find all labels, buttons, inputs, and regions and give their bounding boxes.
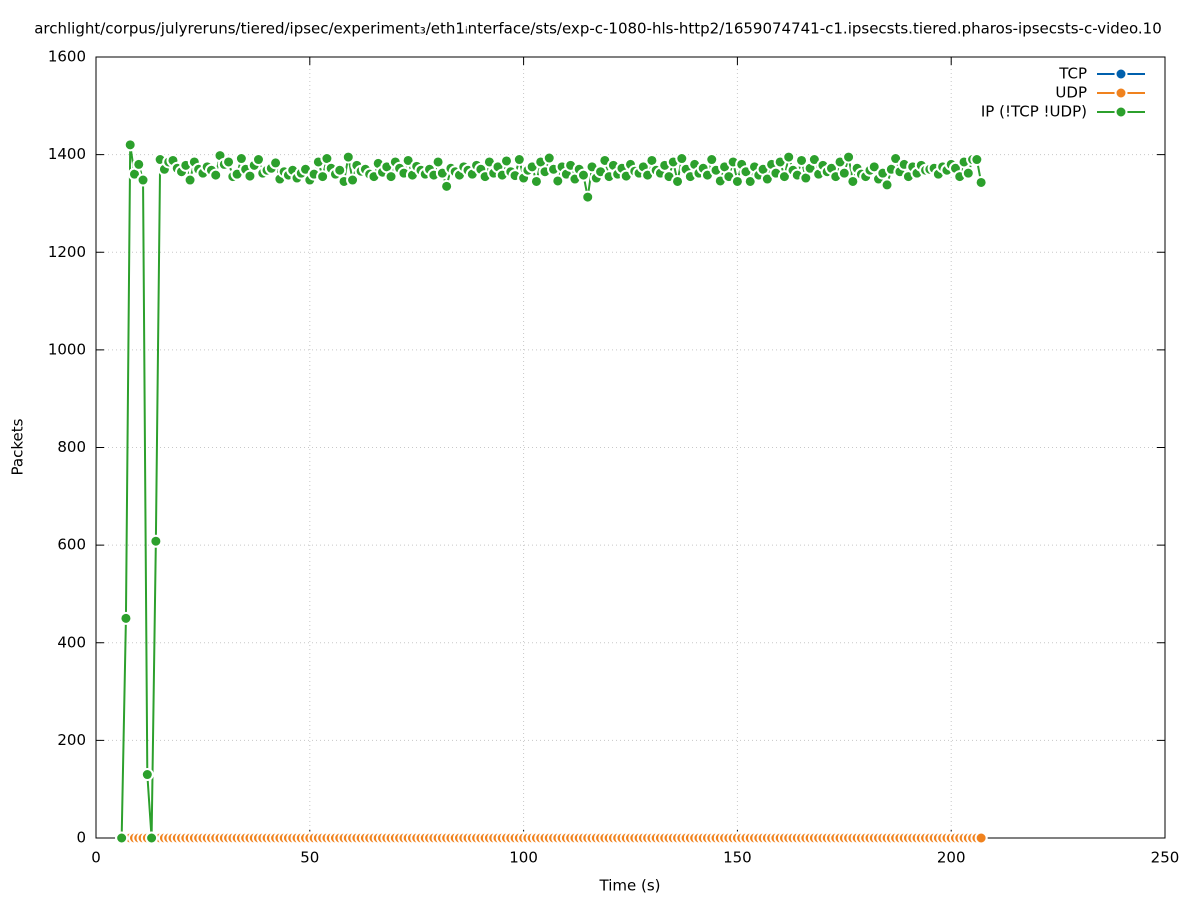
data-point	[183, 173, 197, 187]
data-point	[730, 174, 744, 188]
data-point	[132, 157, 146, 171]
data-point	[123, 138, 137, 152]
data-point	[777, 170, 791, 184]
data-point	[542, 151, 556, 165]
data-point	[316, 170, 330, 184]
data-point	[880, 178, 894, 192]
y-tick-label: 600	[57, 536, 86, 554]
data-point	[867, 160, 881, 174]
x-tick-label: 0	[91, 849, 101, 867]
y-tick-label: 1000	[48, 340, 86, 358]
series-line	[120, 144, 983, 839]
x-tick-label: 200	[937, 849, 966, 867]
data-point	[671, 174, 685, 188]
y-tick-label: 800	[57, 438, 86, 456]
legend-label: UDP	[1055, 84, 1087, 102]
data-point	[551, 174, 565, 188]
y-axis-label: Packets	[9, 418, 27, 475]
data-point	[243, 169, 257, 183]
data-point	[842, 150, 856, 164]
data-point	[837, 166, 851, 180]
data-point	[675, 152, 689, 166]
data-point	[795, 153, 809, 167]
y-tick-label: 1600	[48, 48, 86, 66]
data-point	[807, 153, 821, 167]
data-point	[333, 163, 347, 177]
x-tick-label: 250	[1151, 849, 1180, 867]
data-point	[119, 611, 133, 625]
data-point	[512, 153, 526, 167]
data-point	[136, 173, 150, 187]
data-point	[384, 170, 398, 184]
x-axis-label: Time (s)	[599, 877, 661, 895]
y-tick-label: 0	[76, 829, 86, 847]
data-point	[145, 831, 159, 845]
data-point	[346, 173, 360, 187]
data-point	[529, 174, 543, 188]
data-point	[234, 152, 248, 166]
data-point	[115, 831, 129, 845]
data-point	[970, 153, 984, 167]
legend-marker	[1114, 67, 1128, 81]
data-point	[974, 831, 988, 845]
y-tick-label: 400	[57, 633, 86, 651]
x-tick-label: 100	[509, 849, 538, 867]
chart-title: archlight/corpus/julyreruns/tiered/ipsec…	[34, 20, 1162, 38]
data-point	[341, 150, 355, 164]
y-tick-label: 1400	[48, 145, 86, 163]
data-point	[743, 174, 757, 188]
data-point	[149, 534, 163, 548]
legend-marker	[1114, 105, 1128, 119]
legend-marker	[1114, 86, 1128, 100]
data-point	[401, 153, 415, 167]
data-point	[846, 174, 860, 188]
x-tick-label: 50	[300, 849, 319, 867]
data-point	[269, 156, 283, 170]
data-point	[440, 179, 454, 193]
data-point	[499, 154, 513, 168]
legend-label: IP (!TCP !UDP)	[981, 103, 1087, 121]
data-point	[140, 768, 154, 782]
data-point	[251, 153, 265, 167]
data-point	[889, 152, 903, 166]
data-point	[222, 155, 236, 169]
data-point	[209, 168, 223, 182]
data-point	[782, 150, 796, 164]
legend-label: TCP	[1058, 65, 1087, 83]
series	[115, 831, 988, 845]
data-point	[431, 155, 445, 169]
data-point	[974, 175, 988, 189]
y-tick-label: 200	[57, 731, 86, 749]
y-tick-label: 1200	[48, 243, 86, 261]
data-point	[576, 168, 590, 182]
data-point	[760, 172, 774, 186]
data-point	[581, 190, 595, 204]
series	[115, 138, 988, 845]
data-point	[961, 166, 975, 180]
data-point	[705, 153, 719, 167]
x-tick-label: 150	[723, 849, 752, 867]
